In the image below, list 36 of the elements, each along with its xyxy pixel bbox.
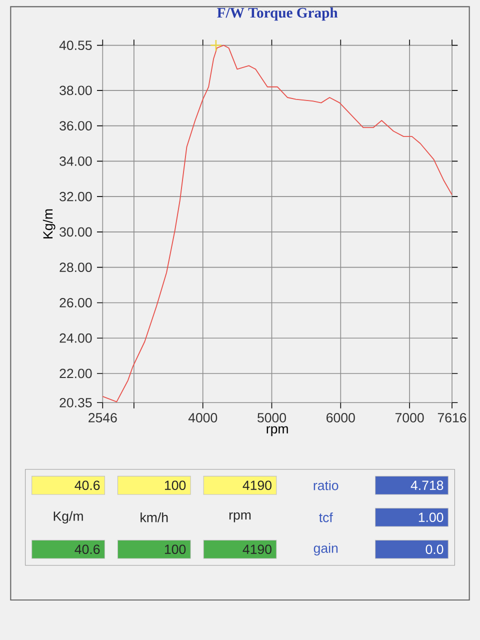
text: 4190 [242,480,272,490]
text: 40.6 [74,544,100,554]
text: rpm [229,512,251,522]
y-tick-label: 38.00 [60,86,92,96]
y-tick-label: 22.00 [60,368,92,378]
text: 4190 [242,544,272,554]
x-tick-label: 2546 [88,413,117,422]
x-axis-title: rpm [266,426,288,436]
y-tick-label: 36.00 [60,121,92,131]
x-tick-label: 4000 [188,413,218,422]
y-tick-label: 34.00 [60,156,92,166]
y-tick-label: 20.35 [60,398,92,408]
text: 1.00 [418,512,444,522]
text: tcf [319,512,333,522]
text: 100 [164,544,186,554]
chart-title: F/W Torque Graph [217,7,338,21]
text: Kg/m [54,511,83,524]
x-tick-label: 7616 [438,413,466,422]
text: 4.718 [410,480,444,490]
text: 40.6 [74,480,100,490]
text: km/h [140,512,168,522]
y-tick-label: 32.00 [60,192,92,202]
y-tick-label: 40.55 [59,40,92,50]
text: ratio [314,480,338,490]
text: 0.0 [426,544,444,554]
x-tick-label: 6000 [326,413,355,422]
text: 100 [164,480,186,490]
y-tick-label: 30.00 [60,227,92,237]
y-tick-label: 28.00 [60,262,92,272]
y-axis-title: Kg/m [42,209,56,238]
text: gain [314,543,338,556]
y-tick-label: 24.00 [60,333,92,343]
x-tick-label: 7000 [395,413,424,422]
y-tick-label: 26.00 [60,298,92,308]
line-series [102,44,452,402]
x-tick-label: 5000 [258,413,286,422]
